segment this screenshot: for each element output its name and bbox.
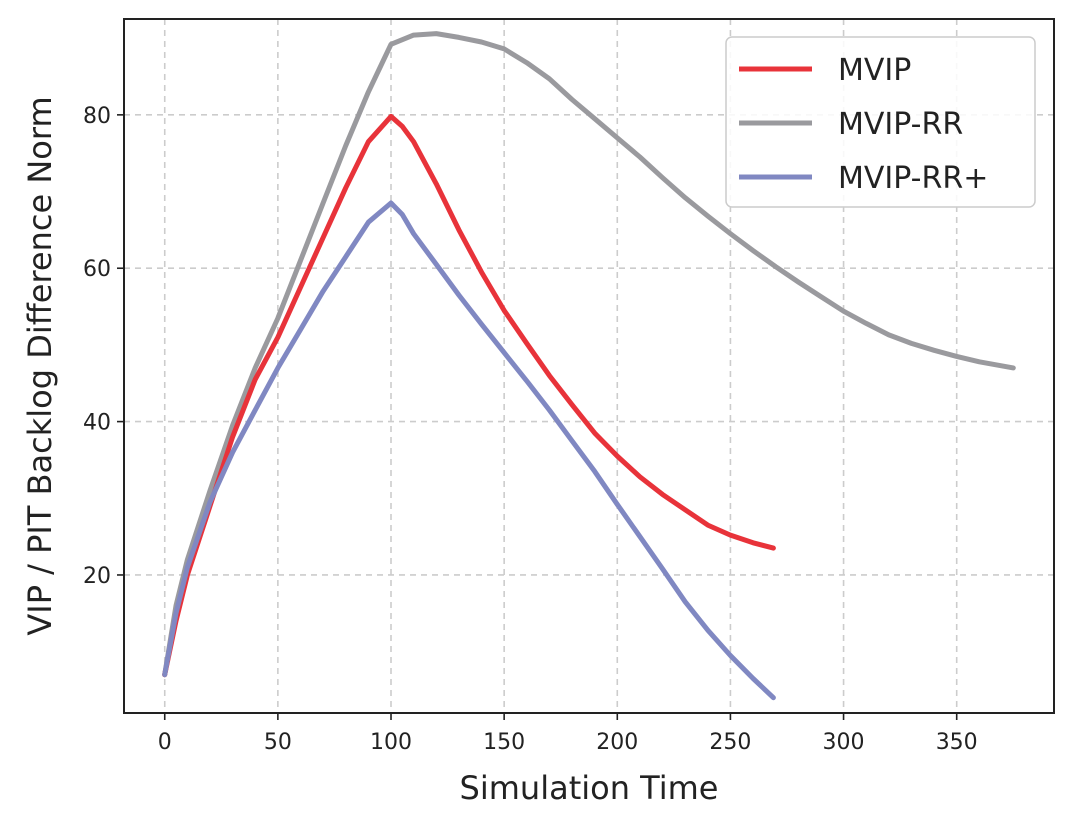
y-tick-label: 80	[83, 104, 111, 129]
series-lines	[162, 31, 1016, 701]
plot-frame	[123, 18, 1055, 714]
legend-label: MVIP-RR+	[838, 161, 988, 196]
y-tick-label: 20	[83, 564, 111, 589]
series-line-mvip-rr	[162, 31, 1016, 678]
x-tick-label: 200	[596, 730, 638, 755]
legend-label: MVIP-RR	[838, 107, 963, 142]
legend-box	[725, 36, 1036, 208]
y-axis-label: VIP / PIT Backlog Difference Norm	[21, 96, 59, 635]
y-tick-label: 40	[83, 411, 111, 436]
y-tick-label: 60	[83, 257, 111, 282]
x-axis-label: Simulation Time	[460, 769, 719, 807]
x-tick-label: 150	[483, 730, 525, 755]
series-line-mvip-rrplus	[162, 200, 776, 701]
x-tick-label: 300	[823, 730, 865, 755]
x-tick-label: 100	[370, 730, 412, 755]
x-tick-label: 350	[936, 730, 978, 755]
legend-label: MVIP	[838, 53, 911, 88]
x-tick-label: 0	[158, 730, 172, 755]
x-tick-label: 250	[709, 730, 751, 755]
legend: MVIP MVIP-RR MVIP-RR+	[725, 36, 1036, 208]
x-tick-label: 50	[264, 730, 292, 755]
series-line-mvip	[162, 113, 776, 678]
ticks: 0 50 100 150 200 250 300 350 20 40 60 80	[83, 104, 978, 755]
